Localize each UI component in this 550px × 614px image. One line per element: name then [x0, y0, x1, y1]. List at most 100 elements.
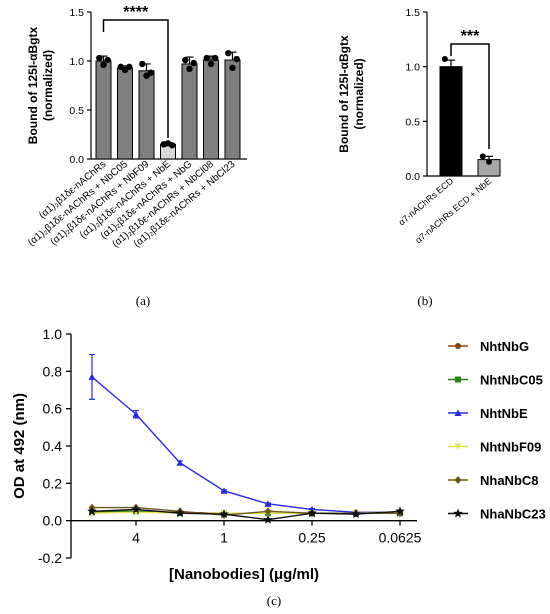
x-tick-label: 0.25: [298, 530, 325, 546]
y-axis-title: Bound of 125I-αBgtx (normalized): [26, 26, 55, 144]
y-tick-label: 0.0: [69, 154, 84, 166]
data-point: [395, 506, 405, 516]
legend-label: NhtNbG: [480, 339, 529, 354]
legend-marker: [453, 508, 463, 518]
bar: [181, 63, 198, 160]
y-tick-label: 1.5: [69, 7, 84, 19]
y-tick-label: 0.0: [405, 171, 420, 183]
x-tick-label: 4: [132, 530, 140, 546]
data-point: [203, 54, 210, 62]
caption-b: (b): [417, 293, 432, 308]
y-tick-label: 0.8: [43, 363, 63, 379]
significance-bracket: [102, 19, 169, 138]
data-point: [88, 373, 96, 380]
legend-label: NhtNbC05: [480, 373, 543, 388]
legend-marker: [455, 343, 461, 349]
series-line: [91, 508, 401, 521]
significance-label: ****: [123, 4, 149, 21]
y-tick-label: 0.4: [43, 438, 63, 454]
data-point: [307, 508, 317, 518]
data-point: [190, 59, 197, 67]
y-tick-label: 0.2: [43, 475, 63, 491]
data-point: [176, 459, 184, 466]
legend-entry: NhaNbC8: [448, 473, 539, 488]
data-point: [147, 69, 154, 76]
y-tick-label: 1.0: [43, 326, 63, 342]
bar: [224, 59, 241, 160]
panel-a-bar-chart: 0.0 0.5 1.0 1.5 Bound of 125I-αBgtx (normaliz…: [26, 4, 247, 250]
series-NhtNbE: [88, 353, 404, 516]
y-tick-label: 1.0: [405, 62, 420, 74]
y-tick-label: 1.0: [69, 56, 84, 68]
legend-entry: NhtNbF09: [448, 440, 541, 455]
data-point: [131, 504, 141, 514]
y-axis-title-line1: Bound of 125I-αBgtx: [337, 35, 351, 153]
data-point: [87, 506, 97, 516]
data-point: [264, 507, 272, 516]
bar: [203, 59, 219, 160]
y-tick-label: -0.2: [38, 550, 62, 566]
y-tick-label: 1.5: [405, 7, 420, 19]
y-axis-title-line2: (normalized): [352, 58, 366, 129]
data-point: [219, 509, 229, 519]
data-point: [186, 65, 193, 73]
legend-entry: NhtNbC05: [448, 373, 543, 388]
series-line: [91, 376, 400, 513]
data-point: [212, 54, 219, 62]
legend-marker: [454, 476, 462, 484]
bar: [138, 70, 155, 160]
caption-a: (a): [136, 293, 150, 308]
bar: [439, 66, 463, 177]
caption-c: (c): [267, 593, 281, 608]
data-point: [169, 142, 176, 149]
data-point: [486, 158, 492, 165]
data-point: [126, 63, 133, 71]
data-point: [220, 487, 228, 494]
y-axis-title-line1: Bound of 125I-αBgtx: [26, 26, 40, 144]
significance-label: ***: [461, 28, 480, 45]
y-axis-title-text: OD at 492 (nm): [11, 393, 28, 499]
legend-label: NhaNbC23: [480, 507, 546, 522]
series-line: [92, 506, 400, 516]
data-point: [100, 61, 107, 69]
legend-entry: NhtNbE: [448, 406, 528, 421]
data-point: [132, 410, 140, 418]
category-label-text: α7-nAChRs ECD + NbE: [413, 176, 493, 245]
bar: [95, 60, 112, 160]
data-point: [479, 153, 486, 160]
legend-entry: NhtNbG: [448, 339, 529, 354]
legend-entry: NhaNbC23: [448, 507, 546, 522]
legend-label: NhtNbF09: [480, 440, 541, 455]
data-point: [264, 500, 272, 507]
data-point: [233, 55, 240, 63]
data-point: [139, 60, 146, 68]
panel-c-line-chart: -0.2 0.0 0.2 0.4 0.6 0.8 1.0 4 1 0.25 0.0625 OD at …: [11, 326, 546, 583]
legend-marker: [454, 409, 462, 416]
data-point: [96, 54, 103, 62]
data-point: [229, 64, 236, 72]
x-tick-label: 1: [220, 530, 228, 546]
data-point: [182, 56, 189, 64]
data-point: [225, 49, 232, 57]
y-axis-title: OD at 492 (nm): [11, 393, 28, 499]
category-label: α7-nAChRs ECD + NbE: [413, 176, 493, 245]
data-point: [104, 56, 111, 64]
y-tick-label: 0.6: [43, 401, 63, 417]
y-axis-title: Bound of 125I-αBgtx (normalized): [337, 35, 366, 153]
x-axis-title: [Nanobodies] (μg/ml): [169, 566, 319, 583]
y-axis-title-line2: (normalized): [41, 50, 55, 121]
legend-label: NhaNbC8: [480, 473, 539, 488]
x-tick-label: 0.0625: [379, 530, 422, 546]
bar: [117, 67, 133, 160]
significance-bracket: [450, 43, 490, 149]
data-point: [175, 508, 185, 518]
data-point: [351, 509, 361, 519]
series-NhaNbC23: [87, 504, 405, 524]
y-tick-label: 0.5: [69, 105, 84, 117]
legend-marker: [455, 376, 461, 383]
data-point: [263, 514, 273, 524]
data-point: [448, 65, 454, 72]
y-tick-label: 0.0: [43, 513, 63, 529]
legend-marker: [454, 443, 462, 450]
